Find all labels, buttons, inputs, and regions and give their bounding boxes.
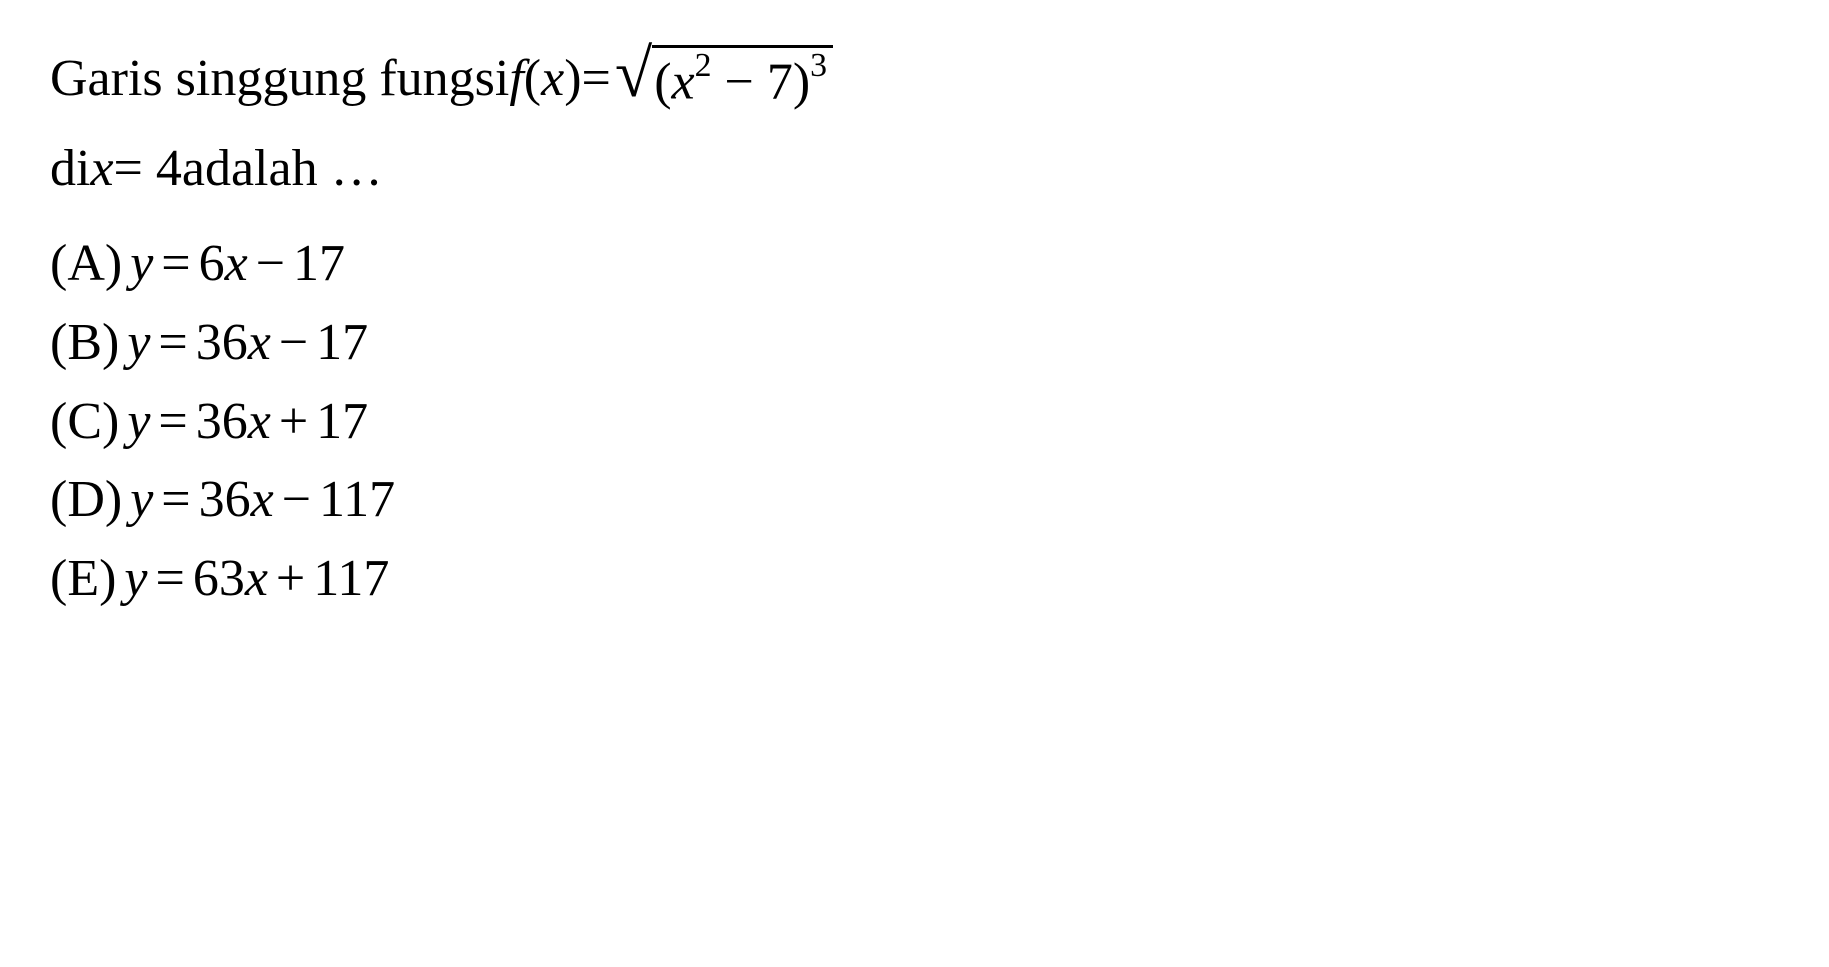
option-label-b: (B) <box>50 307 119 380</box>
sqrt-radicand: (x2 − 7)3 <box>652 45 833 114</box>
opt-b-const: 17 <box>316 314 368 371</box>
opt-e-const: 117 <box>313 550 389 607</box>
opt-e-op: + <box>276 550 305 607</box>
option-equation-b: y=36x−17 <box>127 307 368 380</box>
opt-e-var: y <box>124 550 147 607</box>
option-label-a: (A) <box>50 228 122 301</box>
option-label-c: (C) <box>50 386 119 459</box>
answer-options: (A) y=6x−17 (B) y=36x−17 (C) y=36x+17 (D… <box>50 228 1779 616</box>
option-label-e: (E) <box>50 543 116 616</box>
option-equation-d: y=36x−117 <box>130 464 395 537</box>
opt-d-const: 117 <box>319 471 395 528</box>
opt-b-op: − <box>279 314 308 371</box>
math-problem: Garis singgung fungsi f ( x ) = √ (x2 − … <box>50 40 1779 616</box>
function-f: f <box>509 40 523 118</box>
option-equation-e: y=63x+117 <box>124 543 389 616</box>
option-equation-a: y=6x−17 <box>130 228 345 301</box>
opt-e-eq: = <box>156 550 185 607</box>
question-line1: Garis singgung fungsi f ( x ) = √ (x2 − … <box>50 40 1779 118</box>
opt-c-const: 17 <box>316 393 368 450</box>
option-a: (A) y=6x−17 <box>50 228 1779 301</box>
function-var-x: x <box>541 40 564 118</box>
paren-close: ) <box>564 40 581 118</box>
var-x-line2: x <box>90 130 113 208</box>
exponent-2: 2 <box>695 47 712 84</box>
exponent-3: 3 <box>810 47 827 84</box>
opt-d-op: − <box>282 471 311 528</box>
opt-c-var: y <box>127 393 150 450</box>
opt-d-eq: = <box>161 471 190 528</box>
opt-c-x: x <box>248 393 271 450</box>
opt-c-eq: = <box>158 393 187 450</box>
text-di: di <box>50 130 90 208</box>
option-d: (D) y=36x−117 <box>50 464 1779 537</box>
opt-b-var: y <box>127 314 150 371</box>
opt-d-var: y <box>130 471 153 528</box>
option-c: (C) y=36x+17 <box>50 386 1779 459</box>
opt-a-const: 17 <box>293 235 345 292</box>
question-text-part1: Garis singgung fungsi <box>50 40 509 118</box>
equals-4: = 4 <box>114 130 182 208</box>
opt-b-eq: = <box>158 314 187 371</box>
opt-a-op: − <box>256 235 285 292</box>
paren-open: ( <box>524 40 541 118</box>
opt-c-coef: 36 <box>196 393 248 450</box>
inner-var-x: x <box>672 53 695 110</box>
equals-sign: = <box>582 40 611 118</box>
sqrt-symbol-icon: √ <box>615 43 652 104</box>
opt-b-x: x <box>248 314 271 371</box>
text-adalah: adalah … <box>182 130 383 208</box>
opt-b-coef: 36 <box>196 314 248 371</box>
option-e: (E) y=63x+117 <box>50 543 1779 616</box>
opt-c-op: + <box>279 393 308 450</box>
opt-a-x: x <box>225 235 248 292</box>
square-root: √ (x2 − 7)3 <box>615 45 833 114</box>
opt-a-eq: = <box>161 235 190 292</box>
opt-a-var: y <box>130 235 153 292</box>
inner-paren-open: ( <box>654 53 671 110</box>
opt-d-coef: 36 <box>199 471 251 528</box>
question-line2: di x = 4 adalah … <box>50 130 1779 208</box>
opt-e-coef: 63 <box>193 550 245 607</box>
opt-d-x: x <box>251 471 274 528</box>
option-equation-c: y=36x+17 <box>127 386 368 459</box>
opt-a-coef: 6 <box>199 235 225 292</box>
option-label-d: (D) <box>50 464 122 537</box>
inner-minus-7: − 7) <box>712 53 811 110</box>
option-b: (B) y=36x−17 <box>50 307 1779 380</box>
opt-e-x: x <box>245 550 268 607</box>
